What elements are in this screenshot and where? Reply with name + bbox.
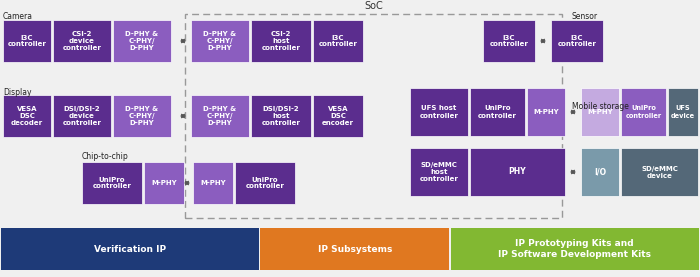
- Bar: [3, 20, 51, 62]
- Text: DSI/DSI-2
host
controller: DSI/DSI-2 host controller: [262, 106, 300, 126]
- Bar: [191, 20, 249, 62]
- Text: D-PHY &
C-PHY/
D-PHY: D-PHY & C-PHY/ D-PHY: [125, 31, 159, 51]
- Text: PHY: PHY: [509, 168, 526, 176]
- Text: SD/eMMC
device: SD/eMMC device: [641, 165, 678, 178]
- Text: UniPro
controller: UniPro controller: [92, 176, 132, 189]
- Bar: [235, 162, 295, 204]
- Bar: [53, 20, 111, 62]
- Text: UniPro
controller: UniPro controller: [246, 176, 284, 189]
- Text: SD/eMMC
host
controller: SD/eMMC host controller: [419, 162, 459, 182]
- Bar: [581, 88, 619, 136]
- Text: IP Prototyping Kits and
IP Software Development Kits: IP Prototyping Kits and IP Software Deve…: [498, 239, 651, 259]
- Bar: [113, 20, 171, 62]
- Bar: [82, 162, 142, 204]
- Bar: [527, 88, 565, 136]
- Text: Sensor: Sensor: [572, 12, 598, 21]
- Text: M-PHY: M-PHY: [200, 180, 226, 186]
- Bar: [410, 148, 468, 196]
- Text: I3C
controller: I3C controller: [8, 35, 46, 47]
- Bar: [621, 88, 666, 136]
- Bar: [193, 162, 233, 204]
- Bar: [551, 20, 603, 62]
- Bar: [313, 20, 363, 62]
- Text: UFS
device: UFS device: [671, 106, 695, 119]
- Bar: [451, 228, 699, 270]
- Bar: [621, 148, 698, 196]
- Text: DSI/DSI-2
device
controller: DSI/DSI-2 device controller: [62, 106, 102, 126]
- Text: VESA
DSC
encoder: VESA DSC encoder: [322, 106, 354, 126]
- Bar: [251, 95, 311, 137]
- Bar: [260, 228, 449, 270]
- Text: M-PHY: M-PHY: [151, 180, 177, 186]
- Bar: [470, 148, 565, 196]
- Text: CSI-2
device
controller: CSI-2 device controller: [62, 31, 102, 51]
- Bar: [483, 20, 535, 62]
- Bar: [410, 88, 468, 136]
- Text: IP Subsystems: IP Subsystems: [318, 245, 392, 253]
- Text: Camera: Camera: [3, 12, 33, 21]
- Text: Chip-to-chip: Chip-to-chip: [82, 152, 129, 161]
- Text: I3C
controller: I3C controller: [489, 35, 528, 47]
- Bar: [144, 162, 184, 204]
- Text: UniPro
controller: UniPro controller: [478, 106, 517, 119]
- Bar: [191, 95, 249, 137]
- Text: I/O: I/O: [594, 168, 606, 176]
- Text: D-PHY &
C-PHY/
D-PHY: D-PHY & C-PHY/ D-PHY: [204, 31, 237, 51]
- Text: Verification IP: Verification IP: [94, 245, 167, 253]
- Text: CSI-2
host
controller: CSI-2 host controller: [262, 31, 300, 51]
- Text: M-PHY: M-PHY: [587, 109, 612, 115]
- Bar: [313, 95, 363, 137]
- Bar: [470, 88, 525, 136]
- Text: I3C
controller: I3C controller: [318, 35, 358, 47]
- Bar: [1, 228, 259, 270]
- Text: M-PHY: M-PHY: [533, 109, 559, 115]
- Bar: [251, 20, 311, 62]
- Text: Display: Display: [3, 88, 31, 97]
- Text: UFS host
controller: UFS host controller: [419, 106, 459, 119]
- Text: Mobile storage: Mobile storage: [572, 102, 629, 111]
- Bar: [185, 14, 562, 218]
- Text: D-PHY &
C-PHY/
D-PHY: D-PHY & C-PHY/ D-PHY: [125, 106, 159, 126]
- Text: D-PHY &
C-PHY/
D-PHY: D-PHY & C-PHY/ D-PHY: [204, 106, 237, 126]
- Text: SoC: SoC: [364, 1, 383, 11]
- Bar: [581, 148, 619, 196]
- Bar: [113, 95, 171, 137]
- Text: VESA
DSC
decoder: VESA DSC decoder: [11, 106, 43, 126]
- Bar: [668, 88, 698, 136]
- Text: I3C
controller: I3C controller: [558, 35, 596, 47]
- Bar: [53, 95, 111, 137]
- Bar: [3, 95, 51, 137]
- Text: UniPro
controller: UniPro controller: [625, 106, 662, 119]
